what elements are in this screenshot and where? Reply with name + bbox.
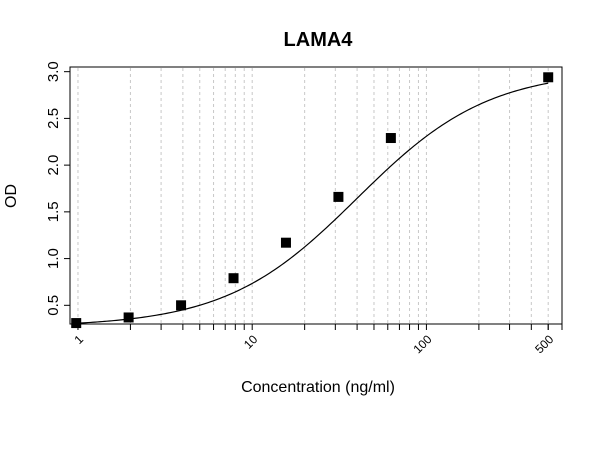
grid-lines — [77, 68, 563, 323]
y-axis-label: OD — [3, 184, 20, 208]
data-point — [543, 72, 554, 83]
data-point — [176, 300, 187, 311]
y-tick-label: 0.5 — [45, 295, 62, 316]
x-axis-label: Concentration (ng/ml) — [241, 379, 395, 396]
x-tick-label: 500 — [532, 332, 556, 356]
data-point — [228, 273, 239, 284]
y-tick-label: 2.5 — [45, 108, 62, 129]
data-point — [333, 191, 344, 202]
data-point — [385, 133, 396, 144]
chart-title: LAMA4 — [284, 29, 354, 51]
y-tick-label: 3.0 — [45, 61, 62, 82]
y-tick-label: 1.5 — [45, 201, 62, 222]
data-points — [71, 72, 554, 329]
y-tick-label: 1.0 — [45, 248, 62, 269]
data-point — [71, 318, 82, 329]
data-point — [280, 237, 291, 248]
plot-frame — [69, 66, 563, 325]
fit-curve — [76, 82, 549, 324]
y-axis: 0.5 1.0 1.5 2.0 2.5 3.0 — [45, 61, 70, 316]
x-axis: 1 10 100 500 — [71, 324, 563, 356]
data-point — [123, 312, 134, 323]
x-tick-label: 1 — [71, 332, 86, 347]
x-tick-label: 10 — [241, 332, 261, 352]
y-tick-label: 2.0 — [45, 155, 62, 176]
x-tick-label: 100 — [410, 332, 434, 356]
